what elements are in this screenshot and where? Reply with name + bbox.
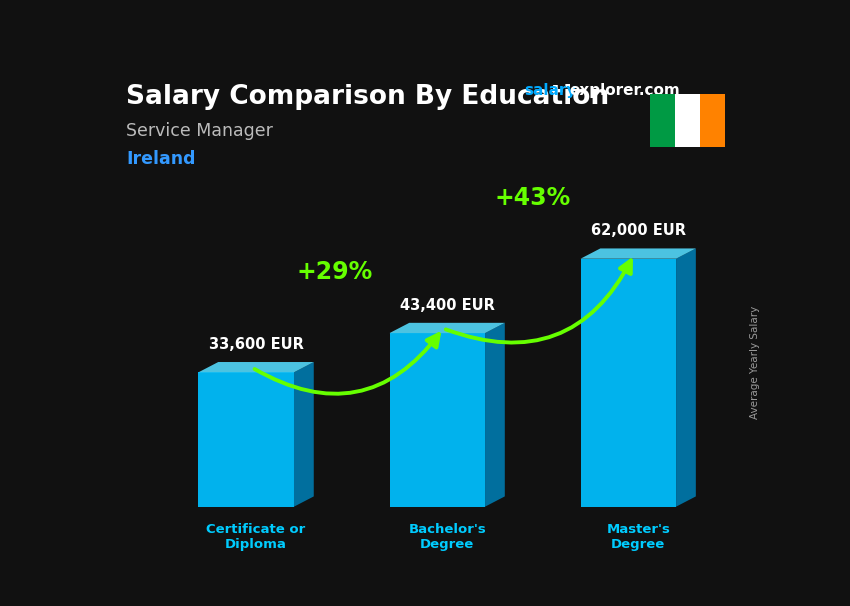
Polygon shape — [485, 323, 505, 507]
Text: salary: salary — [524, 83, 577, 98]
Polygon shape — [675, 94, 700, 147]
Text: Bachelor's
Degree: Bachelor's Degree — [408, 523, 486, 551]
Polygon shape — [649, 94, 675, 147]
Polygon shape — [700, 94, 725, 147]
Text: 33,600 EUR: 33,600 EUR — [209, 337, 303, 351]
Polygon shape — [294, 362, 314, 507]
Text: Certificate or
Diploma: Certificate or Diploma — [207, 523, 306, 551]
Text: +43%: +43% — [494, 186, 570, 210]
Polygon shape — [581, 259, 676, 507]
Text: Service Manager: Service Manager — [126, 122, 273, 140]
Text: Master's
Degree: Master's Degree — [606, 523, 670, 551]
Text: Salary Comparison By Education: Salary Comparison By Education — [126, 84, 609, 110]
Polygon shape — [389, 323, 505, 333]
Text: Average Yearly Salary: Average Yearly Salary — [750, 305, 760, 419]
Polygon shape — [389, 333, 485, 507]
Polygon shape — [581, 248, 696, 259]
Text: explorer.com: explorer.com — [570, 83, 680, 98]
Text: 43,400 EUR: 43,400 EUR — [400, 298, 495, 313]
Text: +29%: +29% — [297, 261, 372, 284]
Polygon shape — [199, 362, 314, 372]
Polygon shape — [676, 248, 696, 507]
Text: Ireland: Ireland — [126, 150, 196, 168]
Polygon shape — [199, 372, 294, 507]
Text: 62,000 EUR: 62,000 EUR — [591, 223, 686, 238]
